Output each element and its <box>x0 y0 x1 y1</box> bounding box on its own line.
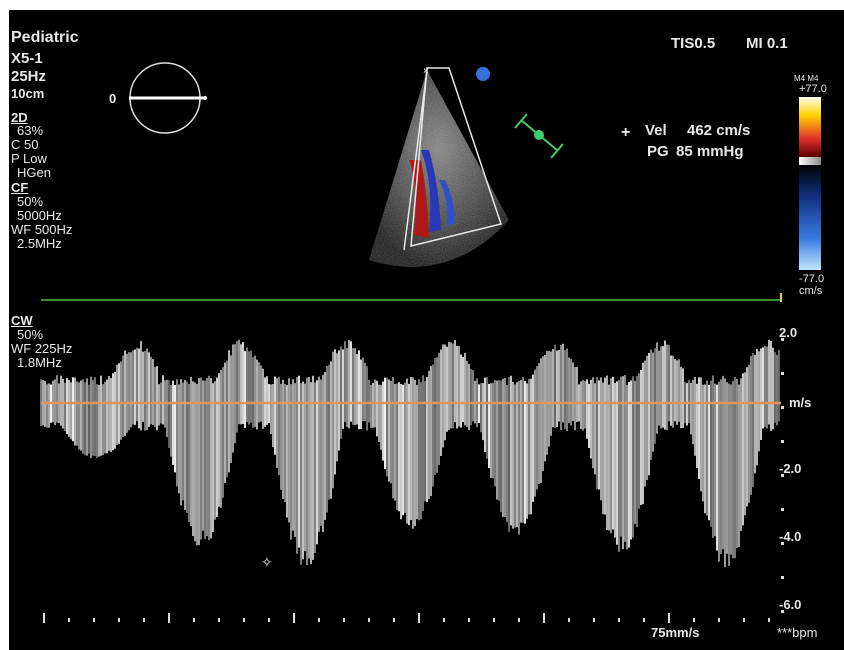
color-bar-mid <box>799 157 821 165</box>
mode-2d-freq: HGen <box>17 165 51 180</box>
time-tick <box>268 618 270 622</box>
axis-unit: m/s <box>789 395 812 410</box>
time-tick <box>568 618 570 622</box>
transducer-label: X5-1 <box>11 50 43 67</box>
heart-rate: ***bpm <box>777 625 818 640</box>
color-bar-positive <box>799 97 821 157</box>
ultrasound-screen: { "header": { "preset": "Pediatric", "tr… <box>9 10 844 650</box>
mode-cw-freq: 1.8MHz <box>17 355 62 370</box>
time-tick <box>643 618 645 622</box>
color-bar-negative <box>799 165 821 270</box>
time-tick <box>493 618 495 622</box>
axis-minor-tick <box>781 406 784 409</box>
color-scale-top: +77.0 <box>799 83 827 95</box>
velocity-cursor-marker: ✧ <box>261 554 273 570</box>
mode-2d-title: 2D <box>11 110 28 125</box>
time-tick <box>193 618 195 622</box>
axis-minor-tick <box>781 610 784 613</box>
cw-cursor-box <box>410 67 502 247</box>
time-tick <box>418 613 420 623</box>
color-scale-unit: cm/s <box>799 285 823 297</box>
time-tick <box>43 613 45 623</box>
time-tick <box>468 618 470 622</box>
dial-value: 0 <box>109 91 117 106</box>
axis-tick-2: 2.0 <box>779 325 798 340</box>
time-tick <box>543 613 545 623</box>
depth-label: 10cm <box>11 86 45 101</box>
preset-label: Pediatric <box>11 29 79 46</box>
time-tick <box>668 613 670 623</box>
tis-label: TIS0.5 <box>671 35 716 52</box>
axis-minor-tick <box>781 338 784 341</box>
svg-text:×: × <box>423 66 429 77</box>
mode-cw-title: CW <box>11 313 33 328</box>
time-tick <box>293 613 295 623</box>
echo-sector: × <box>369 66 564 267</box>
mode-cf-freq: 2.5MHz <box>17 236 62 251</box>
time-tick <box>743 618 745 622</box>
sweep-speed: 75mm/s <box>651 625 700 640</box>
time-tick <box>443 618 445 622</box>
doppler-display: × ✧ <box>40 66 784 623</box>
time-tick <box>618 618 620 622</box>
mode-cf-gain: 50% <box>17 194 44 209</box>
velocity-axis-ticks <box>781 338 784 613</box>
axis-minor-tick <box>781 440 784 443</box>
mode-2d-power: P Low <box>11 151 47 166</box>
time-tick <box>693 618 695 622</box>
velocity-value: 462 cm/s <box>687 122 751 139</box>
mi-label: MI 0.1 <box>746 35 788 52</box>
orientation-dial <box>129 62 207 134</box>
pg-label: PG <box>647 143 669 160</box>
body-marker-icon <box>476 67 490 81</box>
velocity-label: Vel <box>645 122 667 139</box>
mode-cw-wall-filter: WF 225Hz <box>11 341 73 356</box>
time-tick <box>318 618 320 622</box>
measurement-marker: + <box>621 124 631 141</box>
time-tick <box>393 618 395 622</box>
mode-cf-prf: 5000Hz <box>17 208 62 223</box>
doppler-spectrum <box>40 339 780 568</box>
cw-cursor-line <box>403 69 428 251</box>
time-tick <box>118 618 120 622</box>
time-tick <box>243 618 245 622</box>
color-scale-bottom: -77.0 <box>799 273 825 285</box>
axis-tick-minus4: -4.0 <box>779 529 802 544</box>
transducer-icon <box>514 113 564 159</box>
mode-cf-title: CF <box>11 180 29 195</box>
frame-rate-label: 25Hz <box>11 68 47 85</box>
time-tick <box>218 618 220 622</box>
time-tick <box>718 618 720 622</box>
time-tick <box>68 618 70 622</box>
axis-minor-tick <box>781 576 784 579</box>
color-flow-red <box>409 160 429 238</box>
pg-value: 85 mmHg <box>676 143 744 160</box>
axis-minor-tick <box>781 474 784 477</box>
time-tick <box>143 618 145 622</box>
time-tick <box>518 618 520 622</box>
mode-cw-gain: 50% <box>17 327 44 342</box>
mode-2d-compress: C 50 <box>11 137 39 152</box>
time-tick <box>343 618 345 622</box>
axis-tick-minus6: -6.0 <box>779 597 802 612</box>
time-axis-ticks <box>43 613 770 623</box>
time-tick <box>593 618 595 622</box>
time-tick <box>168 613 170 623</box>
time-tick <box>93 618 95 622</box>
mode-cf-wall-filter: WF 500Hz <box>11 222 73 237</box>
color-flow-blue <box>421 150 441 232</box>
axis-minor-tick <box>781 542 784 545</box>
axis-minor-tick <box>781 372 784 375</box>
dial-tip <box>203 96 207 100</box>
time-tick <box>368 618 370 622</box>
axis-tick-minus2: -2.0 <box>779 461 802 476</box>
axis-minor-tick <box>781 508 784 511</box>
color-map-label: M4 M4 <box>794 74 819 83</box>
time-tick <box>768 618 770 622</box>
mode-2d-gain: 63% <box>17 123 44 138</box>
